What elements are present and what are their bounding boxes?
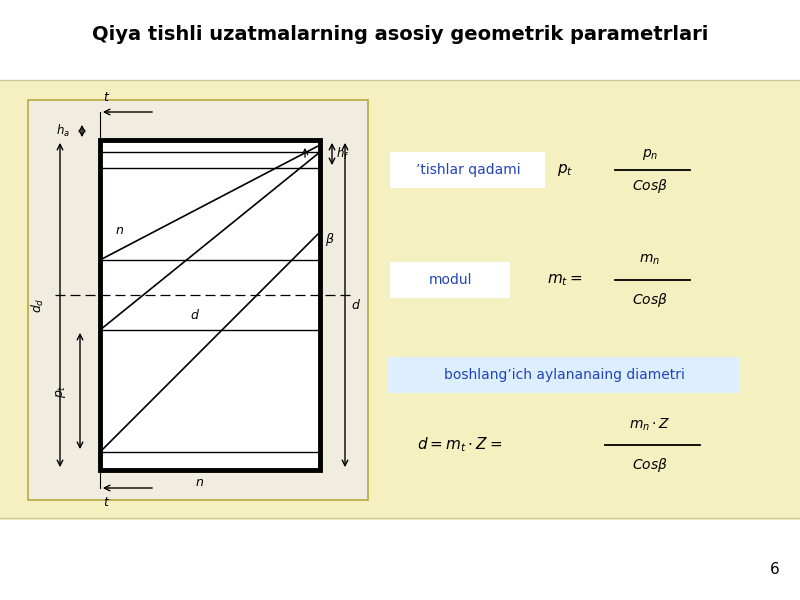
Text: $n$: $n$ <box>195 475 205 488</box>
FancyBboxPatch shape <box>390 152 545 188</box>
Bar <box>100 140 320 470</box>
Text: modul: modul <box>428 273 472 287</box>
Text: 6: 6 <box>770 563 780 577</box>
Text: $d_d$: $d_d$ <box>30 297 46 313</box>
Text: $t$: $t$ <box>103 496 110 509</box>
Text: Qiya tishli uzatmalarning asosiy geometrik parametrlari: Qiya tishli uzatmalarning asosiy geometr… <box>92 25 708 44</box>
Text: $m_t =$: $m_t =$ <box>547 272 582 288</box>
Text: $d$: $d$ <box>190 308 200 322</box>
Text: $p_t$: $p_t$ <box>557 162 573 178</box>
Text: $t$: $t$ <box>103 91 110 104</box>
Text: $\beta$: $\beta$ <box>325 232 334 248</box>
Text: $d = m_t \cdot Z =$: $d = m_t \cdot Z =$ <box>418 436 502 454</box>
Bar <box>0 80 800 520</box>
Text: $n$: $n$ <box>115 223 125 236</box>
FancyBboxPatch shape <box>388 357 740 393</box>
Text: $Cos\beta$: $Cos\beta$ <box>632 291 668 309</box>
Text: ’tishlar qadami: ’tishlar qadami <box>416 163 520 177</box>
Bar <box>0 0 800 80</box>
Text: $Cos\beta$: $Cos\beta$ <box>632 456 668 474</box>
Text: boshlang’ich aylananaing diametri: boshlang’ich aylananaing diametri <box>443 368 685 382</box>
Text: $d$: $d$ <box>351 298 361 312</box>
Text: $h_f$: $h_f$ <box>336 146 350 162</box>
Text: $p_t$: $p_t$ <box>54 384 68 398</box>
Text: $m_n \cdot Z$: $m_n \cdot Z$ <box>629 417 671 433</box>
FancyBboxPatch shape <box>390 262 510 298</box>
Bar <box>0 520 800 600</box>
Text: $Cos\beta$: $Cos\beta$ <box>632 177 668 195</box>
Text: $m_n$: $m_n$ <box>639 253 661 267</box>
Text: $p_n$: $p_n$ <box>642 146 658 161</box>
Text: $h_a$: $h_a$ <box>56 123 70 139</box>
Bar <box>28 100 368 500</box>
